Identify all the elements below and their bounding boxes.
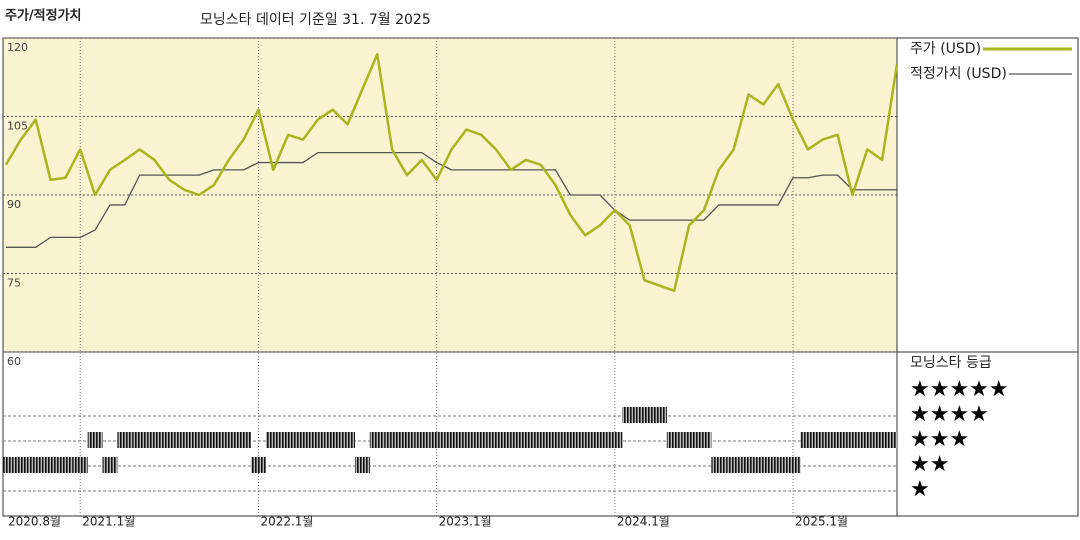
rating-bar	[43, 457, 58, 473]
y-tick-label: 60	[7, 355, 21, 368]
series-line	[6, 151, 897, 248]
rating-bar	[548, 432, 563, 448]
rating-bar	[13, 457, 29, 473]
rating-bar	[340, 432, 355, 448]
rating-legend-stars: ★	[910, 477, 930, 502]
rating-bar	[444, 432, 459, 448]
rating-title: 모닝스타 등급	[910, 355, 992, 371]
rating-bar	[726, 457, 742, 473]
rating-bar	[414, 432, 430, 448]
rating-bar	[369, 432, 385, 448]
rating-bar	[132, 432, 148, 448]
rating-bar	[28, 457, 44, 473]
rating-bar	[889, 432, 897, 448]
rating-bar	[592, 432, 608, 448]
rating-bar	[562, 432, 578, 448]
rating-bar	[265, 432, 281, 448]
rating-bar	[533, 432, 549, 448]
rating-bar	[473, 432, 489, 448]
rating-bar	[696, 432, 712, 448]
rating-bar	[785, 457, 801, 473]
rating-bar	[429, 432, 445, 448]
y-tick-label: 75	[7, 277, 21, 290]
rating-bar	[3, 457, 14, 473]
rating-bar	[161, 432, 177, 448]
legend-label: 주가 (USD)	[910, 41, 981, 57]
y-tick-label: 120	[7, 41, 28, 54]
rating-bar	[637, 407, 652, 423]
rating-bar	[711, 457, 727, 473]
rating-bar	[191, 432, 207, 448]
rating-legend-stars: ★★★	[910, 427, 969, 452]
rating-layer	[3, 407, 897, 473]
rating-legend-stars: ★★	[910, 452, 949, 477]
rating-bar	[666, 432, 682, 448]
rating-bar	[503, 432, 519, 448]
rating-bar	[57, 457, 73, 473]
rating-bar	[280, 432, 296, 448]
rating-bar	[681, 432, 697, 448]
rating-bar	[488, 432, 504, 448]
rating-bar	[458, 432, 474, 448]
x-tick-label: 2020.8월	[8, 515, 61, 529]
rating-bar	[251, 457, 266, 473]
rating-bar	[325, 432, 341, 448]
rating-bar	[147, 432, 162, 448]
plot-background	[3, 38, 897, 352]
rating-bar	[622, 407, 638, 423]
chart-subtitle: 모닝스타 데이터 기준일 31. 7월 2025	[200, 12, 431, 28]
x-tick-label: 2025.1월	[795, 515, 848, 529]
rating-bar	[176, 432, 192, 448]
rating-bar	[206, 432, 222, 448]
rating-legend-stars: ★★★★	[910, 402, 989, 427]
chart-title: 주가/적정가치	[5, 8, 82, 24]
x-tick-label: 2023.1월	[439, 515, 492, 529]
rating-bar	[117, 432, 133, 448]
x-tick-label: 2021.1월	[82, 515, 135, 529]
rating-bar	[354, 457, 370, 473]
legend-label: 적정가치 (USD)	[910, 66, 1007, 82]
rating-legend-stars: ★★★★★	[910, 377, 1009, 402]
rating-bar	[399, 432, 415, 448]
rating-bar	[830, 432, 846, 448]
y-tick-label: 90	[7, 198, 21, 211]
rating-bar	[607, 432, 623, 448]
rating-bar	[770, 457, 786, 473]
rating-bar	[72, 457, 88, 473]
rating-bar	[845, 432, 860, 448]
series-line	[4, 52, 899, 293]
y-tick-label: 105	[7, 120, 28, 133]
x-tick-label: 2024.1월	[617, 515, 670, 529]
rating-bar	[741, 457, 756, 473]
rating-bar	[518, 432, 534, 448]
rating-bar	[755, 457, 771, 473]
rating-bar	[102, 457, 118, 473]
rating-bar	[874, 432, 890, 448]
rating-bar	[384, 432, 400, 448]
rating-bar	[815, 432, 831, 448]
x-tick-label: 2022.1월	[260, 515, 313, 529]
rating-bar	[859, 432, 875, 448]
rating-bar	[800, 432, 816, 448]
rating-bar	[577, 432, 593, 448]
rating-bar	[295, 432, 311, 448]
rating-bar	[310, 432, 326, 448]
rating-bar	[651, 407, 667, 423]
rating-bar	[221, 432, 237, 448]
rating-bar	[236, 432, 252, 448]
rating-bar	[87, 432, 103, 448]
